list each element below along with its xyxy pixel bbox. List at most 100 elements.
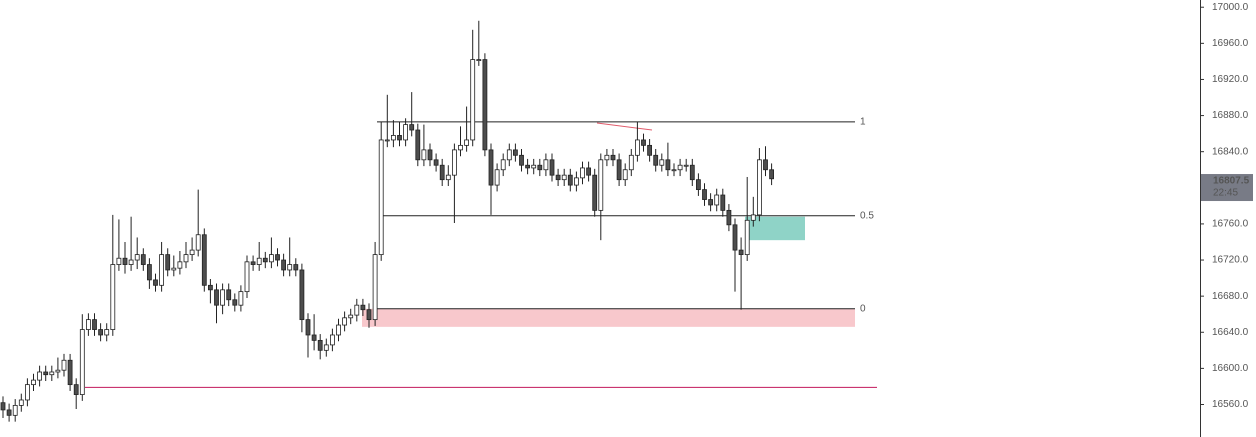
candle-body (592, 174, 598, 211)
y-tick-label: 16720.0 (1212, 255, 1249, 266)
candle-body (543, 159, 549, 171)
candle-body (128, 259, 134, 265)
zone (362, 308, 855, 327)
candle-body (397, 135, 402, 141)
candle-body (647, 144, 652, 156)
candle-body (214, 289, 219, 306)
candle-body (506, 149, 512, 161)
candle-body (586, 167, 591, 176)
y-tick-label: 16960.0 (1212, 38, 1249, 49)
candle-body (738, 249, 744, 256)
candle-body (537, 164, 543, 171)
candle-body (31, 379, 36, 386)
candle-body (256, 257, 262, 265)
candle-body (708, 199, 713, 206)
candle-body (500, 159, 506, 171)
candle-body (659, 159, 665, 166)
candle-body (476, 59, 482, 61)
trend-line (596, 122, 653, 131)
candle-body (549, 159, 555, 176)
candle-body (458, 144, 463, 151)
candle-body (696, 179, 701, 191)
candle-body (628, 154, 634, 171)
y-tick-label: 16680.0 (1212, 291, 1249, 302)
candle-body (159, 254, 165, 286)
candle-body (488, 149, 494, 186)
candle-body (653, 154, 659, 166)
candle-body (482, 59, 488, 151)
candle-body (342, 317, 348, 326)
candle-body (464, 139, 470, 146)
candle-body (232, 299, 238, 306)
candle-body (574, 177, 579, 186)
candle-body (616, 159, 622, 181)
candle-body (390, 135, 396, 141)
candle-body (622, 169, 628, 181)
candle-body (262, 257, 268, 263)
candle-body (689, 164, 695, 181)
candle-body (140, 254, 146, 265)
candle-body (604, 154, 610, 161)
candle-body (750, 214, 756, 221)
candle-body (610, 154, 616, 161)
candle-body (0, 402, 6, 411)
level-label: 0 (860, 303, 866, 314)
y-tick-label: 16880.0 (1212, 110, 1249, 121)
candle-body (635, 139, 640, 156)
level-label: 1 (860, 117, 866, 128)
candle-body (744, 219, 750, 256)
candle-body (580, 167, 585, 179)
candle-body (37, 371, 42, 381)
candle-body (567, 174, 573, 186)
candle-body (311, 334, 317, 341)
candle-body (18, 399, 24, 406)
last-price-label: 16807.5 (1213, 176, 1250, 187)
candle-body (6, 409, 12, 416)
candle-body (98, 329, 103, 336)
candle-body (293, 264, 299, 271)
candle-body (665, 159, 671, 171)
candle-body (409, 124, 415, 131)
y-tick-label: 16840.0 (1212, 146, 1249, 157)
candle-body (360, 304, 366, 311)
candle-body (244, 261, 250, 293)
candle-body (641, 139, 646, 146)
candle-body (336, 324, 341, 336)
candle-body (165, 254, 171, 271)
candle-body (757, 159, 762, 216)
candle-body (329, 334, 335, 346)
candle-body (366, 309, 372, 321)
candle-body (519, 154, 524, 166)
candle-body (384, 139, 390, 142)
candle-body (61, 359, 67, 371)
candle-body (433, 159, 439, 166)
y-tick-label: 16640.0 (1212, 327, 1249, 338)
candle-body (226, 289, 232, 301)
candle-body (732, 224, 738, 251)
candle-body (714, 194, 720, 206)
candle-body (525, 164, 530, 169)
candle-body (702, 189, 707, 200)
candle-body (763, 159, 768, 171)
candle-body (268, 254, 274, 263)
candle-body (513, 149, 518, 156)
candle-body (421, 149, 427, 161)
candle-body (189, 249, 195, 256)
y-tick-label: 16760.0 (1212, 219, 1249, 230)
candle-body (110, 264, 116, 330)
y-tick-label: 16920.0 (1212, 74, 1249, 85)
candle-body (49, 371, 55, 376)
candle-body (470, 59, 476, 141)
candle-body (171, 267, 177, 271)
y-tick-label: 16560.0 (1212, 399, 1249, 410)
level-label: 0.5 (860, 210, 874, 221)
candle-body (677, 164, 683, 171)
candle-body (24, 384, 30, 401)
zone (745, 216, 805, 241)
candle-body (372, 254, 378, 321)
candle-body (177, 261, 183, 269)
candle-body (317, 339, 323, 351)
candle-body (250, 261, 256, 265)
candle-body (238, 291, 244, 306)
